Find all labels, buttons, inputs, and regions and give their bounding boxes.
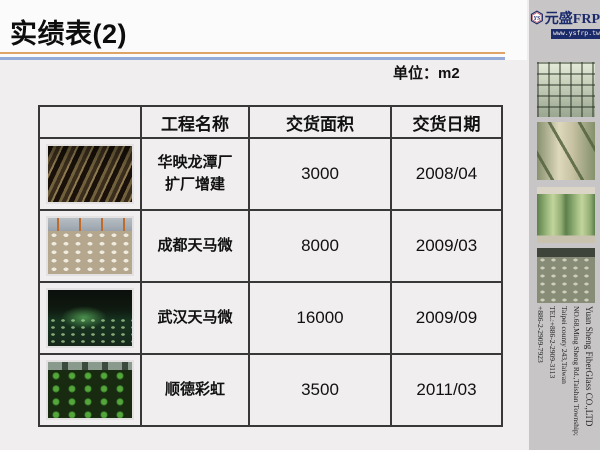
delivery-date: 2009/09 [390, 281, 503, 355]
company-name: 元盛FRP [544, 11, 600, 27]
delivery-date: 2008/04 [390, 137, 503, 211]
header-delivery-area: 交货面积 [248, 105, 392, 139]
delivery-date: 2009/03 [390, 209, 503, 283]
page-title: 实绩表(2) [10, 19, 127, 49]
company-logo: YS 元盛FRP www.ysfrp.tw [530, 7, 600, 39]
divider-blue [0, 57, 505, 60]
project-name: 成都天马微 [140, 209, 250, 283]
delivery-area: 3500 [248, 353, 392, 427]
green-storage-tanks-photo [537, 187, 595, 243]
project-name: 武汉天马微 [140, 281, 250, 355]
construction-molds-photo [46, 216, 134, 276]
table-header-row: 工程名称 交货面积 交货日期 [38, 105, 503, 139]
formwork-scaffolding-photo [46, 144, 134, 204]
divider-orange [0, 52, 505, 54]
company-contact-block: Yuan Sheng FiberGlass CO.,LTD NO.68,Ming… [533, 306, 595, 444]
header-photo [38, 105, 142, 139]
contact-line: Yuan Sheng FiberGlass CO.,LTD [584, 306, 594, 427]
header-delivery-date: 交货日期 [390, 105, 503, 139]
dark-green-floor-photo [46, 288, 134, 348]
title-strip [0, 0, 527, 60]
green-domes-photo [46, 360, 134, 420]
company-website: www.ysfrp.tw [551, 29, 600, 39]
unit-label: 单位：m2 [393, 65, 460, 82]
table-row: 成都天马微 8000 2009/03 [38, 209, 503, 283]
header-project-name: 工程名称 [140, 105, 250, 139]
performance-table: 工程名称 交货面积 交货日期 华映龙潭厂 扩厂增建 3000 2008/04 [38, 105, 503, 427]
domes-top-strip-detail [48, 362, 132, 370]
delivery-area: 8000 [248, 209, 392, 283]
contact-line: Taipei county 243,Taiwan [560, 306, 569, 384]
table-row: 华映龙潭厂 扩厂增建 3000 2008/04 [38, 137, 503, 211]
slide-main-area: 实绩表(2) 单位：m2 工程名称 交货面积 交货日期 华映龙潭厂 扩厂增建 3… [0, 0, 527, 427]
svg-text:YS: YS [534, 16, 541, 22]
domes-grid-detail [48, 370, 132, 418]
frp-tank-piping-photo [537, 122, 595, 180]
project-name: 顺德彩虹 [140, 353, 250, 427]
mold-dots-detail [48, 231, 132, 274]
floor-dots-detail [48, 316, 132, 346]
raised-floor-photo [537, 248, 595, 303]
sky-cranes-detail [48, 218, 132, 231]
project-name: 华映龙潭厂 扩厂增建 [140, 137, 250, 211]
contact-line: +886-2-2909-7923 [536, 306, 545, 363]
delivery-area: 3000 [248, 137, 392, 211]
waffle-ceiling-photo [537, 62, 595, 117]
contact-line: TEL:+886-2-2909-3113 [548, 306, 557, 379]
table-row: 武汉天马微 16000 2009/09 [38, 281, 503, 355]
company-sidebar: YS 元盛FRP www.ysfrp.tw Yuan Sheng FiberGl… [527, 0, 600, 450]
delivery-area: 16000 [248, 281, 392, 355]
contact-line: NO.68,Ming Sheng Rd.,Taishan Township; [572, 306, 581, 436]
table-row: 顺德彩虹 3500 2011/03 [38, 353, 503, 427]
delivery-date: 2011/03 [390, 353, 503, 427]
ys-hexagon-logo-icon: YS [530, 10, 543, 25]
